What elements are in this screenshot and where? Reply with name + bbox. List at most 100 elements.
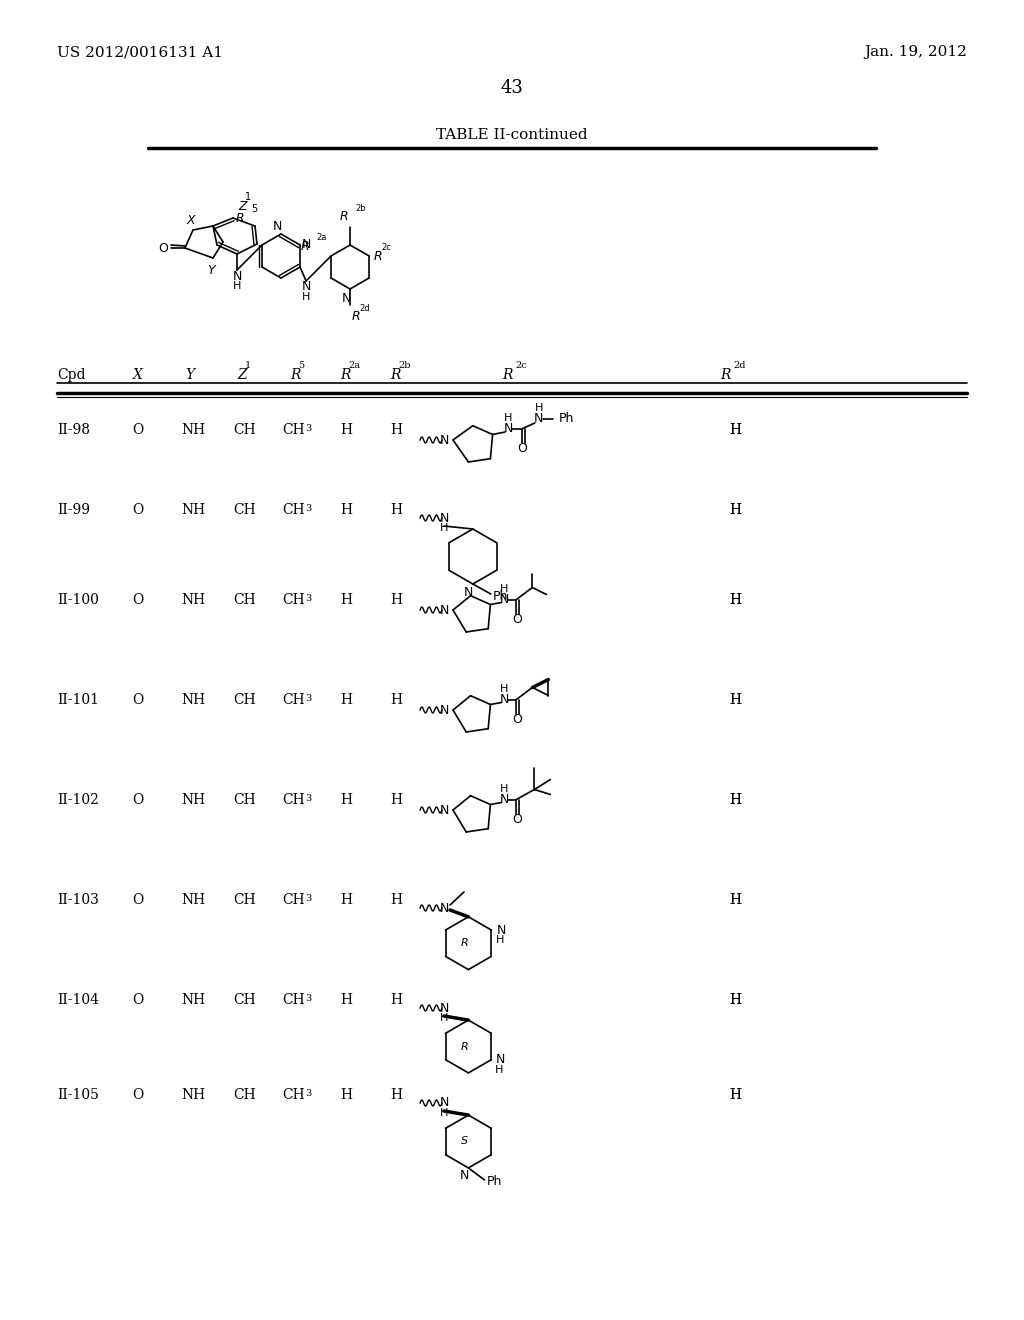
Text: Y: Y [207,264,215,277]
Text: CH: CH [283,693,305,708]
Text: H: H [729,894,741,907]
Text: N: N [341,293,351,305]
Text: NH: NH [181,693,205,708]
Text: II-104: II-104 [57,993,99,1007]
Text: H: H [729,993,741,1007]
Text: R: R [352,310,360,323]
Text: H: H [390,593,402,607]
Text: Y: Y [185,368,195,381]
Text: H: H [390,503,402,517]
Text: 2c: 2c [381,243,391,252]
Text: N: N [302,239,311,252]
Text: O: O [132,422,143,437]
Text: II-98: II-98 [57,422,90,437]
Text: II-99: II-99 [57,503,90,517]
Text: 43: 43 [501,79,523,96]
Text: R: R [340,368,350,381]
Text: H: H [440,1107,449,1118]
Text: H: H [390,1088,402,1102]
Text: 3: 3 [305,594,311,603]
Text: H: H [729,593,741,607]
Text: H: H [729,894,741,907]
Text: 3: 3 [305,504,311,513]
Text: N: N [232,269,242,282]
Text: R: R [374,249,383,263]
Text: NH: NH [181,793,205,807]
Text: 3: 3 [305,994,311,1003]
Text: 1: 1 [245,360,251,370]
Text: R: R [720,368,730,381]
Text: H: H [729,593,741,607]
Text: R: R [339,210,348,223]
Text: H: H [390,693,402,708]
Text: H: H [729,1088,741,1102]
Text: II-102: II-102 [57,793,99,807]
Text: H: H [500,784,509,793]
Text: NH: NH [181,993,205,1007]
Text: II-105: II-105 [57,1088,99,1102]
Text: 2a: 2a [316,234,327,242]
Text: CH: CH [283,894,305,907]
Text: O: O [518,442,527,455]
Text: CH: CH [233,422,256,437]
Text: N: N [439,603,449,616]
Text: H: H [390,793,402,807]
Text: N: N [535,412,544,425]
Text: 1: 1 [245,191,251,202]
Text: H: H [232,281,242,290]
Text: Cpd: Cpd [57,368,85,381]
Text: CH: CH [233,693,256,708]
Text: N: N [460,1170,469,1183]
Text: O: O [132,793,143,807]
Text: 2a: 2a [348,360,360,370]
Text: NH: NH [181,894,205,907]
Text: N: N [500,593,509,606]
Text: O: O [512,713,522,726]
Text: O: O [512,813,522,826]
Text: H: H [729,793,741,807]
Text: CH: CH [233,503,256,517]
Text: 5: 5 [298,360,304,370]
Text: US 2012/0016131 A1: US 2012/0016131 A1 [57,45,223,59]
Text: H: H [440,1012,449,1023]
Text: N: N [504,422,513,436]
Text: H: H [729,503,741,517]
Text: O: O [132,993,143,1007]
Text: O: O [132,693,143,708]
Text: N: N [439,511,449,524]
Text: O: O [132,503,143,517]
Text: TABLE II-continued: TABLE II-continued [436,128,588,143]
Text: CH: CH [283,422,305,437]
Text: N: N [500,793,509,807]
Text: O: O [132,894,143,907]
Text: H: H [729,1088,741,1102]
Text: N: N [439,1002,449,1015]
Text: X: X [133,368,143,381]
Text: H: H [729,422,741,437]
Text: NH: NH [181,593,205,607]
Text: H: H [729,693,741,708]
Text: NH: NH [181,1088,205,1102]
Text: O: O [132,1088,143,1102]
Text: II-101: II-101 [57,693,99,708]
Text: H: H [340,422,352,437]
Text: R: R [461,939,468,948]
Text: 2b: 2b [355,205,366,213]
Text: H: H [340,1088,352,1102]
Text: 2c: 2c [515,360,526,370]
Text: CH: CH [283,993,305,1007]
Text: H: H [504,413,512,422]
Text: N: N [496,1053,505,1067]
Text: Ph: Ph [559,412,574,425]
Text: H: H [497,935,505,945]
Text: 3: 3 [305,1089,311,1098]
Text: CH: CH [283,503,305,517]
Text: N: N [301,281,310,293]
Text: R: R [461,1041,468,1052]
Text: N: N [439,704,449,717]
Text: II-103: II-103 [57,894,99,907]
Text: H: H [500,583,509,594]
Text: R: R [390,368,400,381]
Text: O: O [158,242,168,255]
Text: N: N [500,693,509,706]
